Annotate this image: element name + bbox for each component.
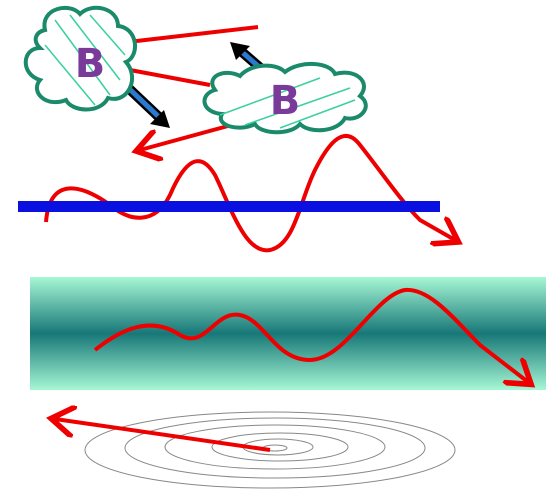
- cloud-2: B: [205, 64, 366, 132]
- cloud-1: B: [26, 8, 135, 110]
- wave: [46, 136, 455, 250]
- node-label: B: [270, 78, 301, 124]
- diagram: B B: [0, 0, 546, 498]
- blue-bar: [18, 201, 440, 212]
- node-label: B: [75, 41, 106, 87]
- red-arrow: [55, 419, 270, 450]
